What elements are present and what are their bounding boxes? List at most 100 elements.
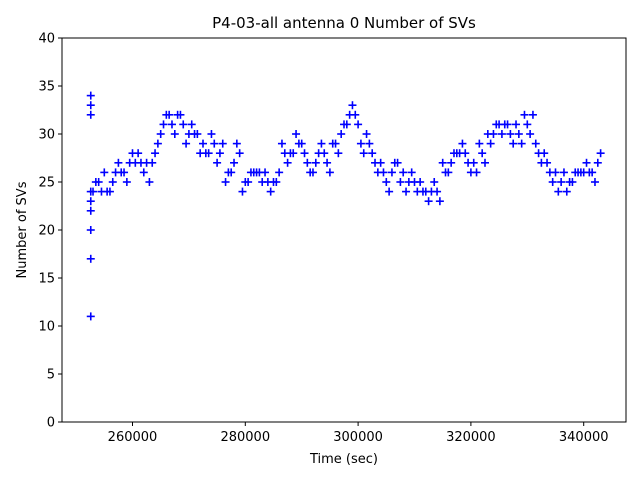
data-point-marker <box>582 158 591 167</box>
data-point-marker <box>526 130 535 138</box>
plot-background <box>62 38 626 422</box>
data-point-marker <box>108 178 117 186</box>
data-point-marker <box>506 130 515 138</box>
data-point-marker <box>139 168 148 177</box>
data-point-marker <box>311 158 320 167</box>
data-point-marker <box>120 168 129 177</box>
data-point-marker <box>461 149 470 158</box>
y-tick-label: 30 <box>38 128 55 143</box>
data-point-marker <box>145 178 154 186</box>
data-point-marker <box>227 168 236 177</box>
data-point-marker <box>548 178 557 186</box>
x-tick-label: 300000 <box>333 430 383 445</box>
data-point-marker <box>238 187 247 196</box>
data-point-marker <box>266 187 275 196</box>
x-tick-label: 280000 <box>220 430 270 445</box>
data-point-marker <box>86 91 95 100</box>
data-point-marker <box>348 101 357 110</box>
data-point-marker <box>86 312 95 321</box>
y-axis-ticks: 0 5 10 15 20 25 30 35 40 <box>38 32 62 431</box>
data-point-marker <box>156 130 165 138</box>
data-point-marker <box>167 120 176 129</box>
data-point-marker <box>221 178 230 186</box>
data-point-marker <box>593 158 602 167</box>
data-point-marker <box>89 187 98 196</box>
data-point-marker <box>86 254 95 263</box>
data-point-marker <box>134 149 143 158</box>
data-point-marker <box>543 158 552 167</box>
data-point-marker <box>244 178 253 186</box>
data-point-marker <box>387 168 396 177</box>
y-tick-label: 10 <box>38 320 55 335</box>
data-point-marker <box>308 168 317 177</box>
data-point-marker <box>218 139 227 148</box>
data-point-marker <box>272 178 281 186</box>
data-points <box>86 91 605 321</box>
y-axis-label: Number of SVs <box>15 181 30 278</box>
data-point-marker <box>399 168 408 177</box>
data-point-marker <box>376 158 385 167</box>
data-point-marker <box>337 130 346 138</box>
y-tick-label: 0 <box>47 416 55 431</box>
data-point-marker <box>94 178 103 186</box>
data-point-marker <box>334 149 343 158</box>
data-point-marker <box>523 120 532 129</box>
y-tick-label: 5 <box>47 368 55 383</box>
data-point-marker <box>289 149 298 158</box>
data-point-marker <box>261 168 270 177</box>
data-point-marker <box>100 168 109 177</box>
data-point-marker <box>486 139 495 148</box>
data-point-marker <box>458 139 467 148</box>
data-point-marker <box>435 197 444 206</box>
data-point-marker <box>356 139 365 148</box>
data-point-marker <box>153 139 162 148</box>
data-point-marker <box>438 158 447 167</box>
chart-title: P4-03-all antenna 0 Number of SVs <box>212 14 476 32</box>
data-point-marker <box>292 130 301 138</box>
data-point-marker <box>481 158 489 167</box>
data-point-marker <box>562 187 571 196</box>
data-point-marker <box>528 110 537 119</box>
data-point-marker <box>402 187 411 196</box>
data-point-marker <box>517 139 526 148</box>
data-point-marker <box>331 139 340 148</box>
data-point-marker <box>187 120 196 129</box>
data-point-marker <box>210 139 219 148</box>
data-point-marker <box>351 110 360 119</box>
data-point-marker <box>354 120 363 129</box>
y-tick-label: 25 <box>38 176 55 191</box>
data-point-marker <box>86 101 95 110</box>
data-point-marker <box>297 139 306 148</box>
y-tick-label: 40 <box>38 32 55 47</box>
data-point-marker <box>430 178 439 186</box>
data-point-marker <box>148 158 157 167</box>
data-point-marker <box>325 168 334 177</box>
data-point-marker <box>277 139 286 148</box>
data-point-marker <box>554 187 563 196</box>
x-axis-label: Time (sec) <box>309 452 378 467</box>
data-point-marker <box>497 130 506 138</box>
data-point-marker <box>151 149 160 158</box>
data-point-marker <box>283 158 292 167</box>
data-point-marker <box>230 158 239 167</box>
data-point-marker <box>472 168 481 177</box>
data-point-marker <box>475 139 484 148</box>
data-point-marker <box>362 130 371 138</box>
data-point-marker <box>447 158 456 167</box>
data-point-marker <box>86 226 95 234</box>
data-point-marker <box>275 168 284 177</box>
data-point-marker <box>342 120 351 129</box>
data-point-marker <box>323 158 332 167</box>
data-point-marker <box>520 110 529 119</box>
data-point-marker <box>540 149 549 158</box>
y-tick-label: 20 <box>38 224 55 239</box>
data-point-marker <box>179 120 188 129</box>
data-point-marker <box>512 120 521 129</box>
data-point-marker <box>359 149 368 158</box>
plot-area <box>62 38 626 422</box>
data-point-marker <box>215 149 224 158</box>
data-point-marker <box>588 168 597 177</box>
y-tick-label: 35 <box>38 80 55 95</box>
data-point-marker <box>489 130 498 138</box>
data-point-marker <box>559 168 568 177</box>
